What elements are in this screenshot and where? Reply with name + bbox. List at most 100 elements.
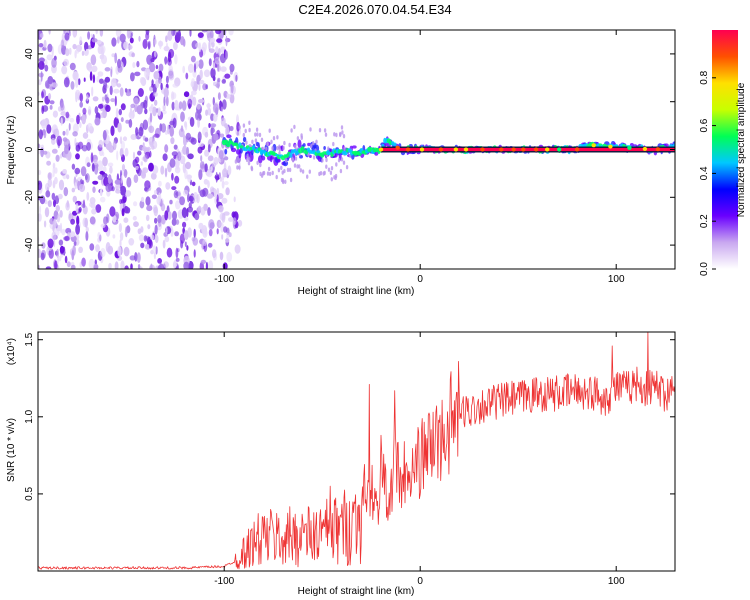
noise-blob (137, 264, 141, 269)
snr-frame (37, 331, 676, 572)
noise-blob (120, 260, 125, 269)
noise-blob (183, 91, 190, 98)
signal-peak-dot (463, 147, 469, 152)
signal-scatter (268, 171, 272, 177)
noise-blob (116, 150, 119, 161)
noise-blob (223, 156, 229, 161)
noise-blob (80, 166, 87, 177)
noise-blob (179, 196, 186, 206)
signal-scatter (289, 177, 293, 183)
noise-blob (56, 248, 59, 258)
noise-blob (198, 169, 203, 181)
noise-blob (219, 251, 224, 261)
signal-core (392, 142, 397, 147)
noise-blob (189, 30, 192, 37)
noise-blob (196, 102, 201, 110)
spectrogram-ticks: -100 0 100 -40 -20 0 20 40 (24, 30, 675, 285)
noise-blob (157, 107, 161, 117)
noise-blob (99, 78, 104, 84)
noise-blob (49, 86, 54, 91)
noise-blob (224, 50, 228, 60)
signal-scatter (301, 169, 305, 174)
noise-blob (116, 83, 122, 88)
noise-blob (218, 150, 224, 160)
noise-blob (88, 67, 93, 73)
noise-blob (123, 169, 128, 178)
signal-scatter (278, 151, 281, 156)
noise-blob (163, 261, 169, 268)
noise-blob (137, 150, 142, 156)
noise-blob (89, 243, 95, 251)
noise-blob (38, 60, 45, 70)
noise-blob (120, 117, 124, 123)
noise-blob (153, 38, 157, 45)
signal-peak-dot (655, 147, 661, 152)
noise-blob (75, 202, 79, 214)
noise-blob (139, 200, 145, 209)
signal-scatter (339, 131, 342, 137)
noise-blob (64, 48, 70, 57)
noise-blob (171, 218, 177, 226)
noise-blob (87, 106, 92, 116)
noise-blob (72, 43, 77, 50)
signal-halo (230, 147, 237, 153)
noise-blob (61, 228, 66, 236)
noise-blob (61, 65, 68, 75)
noise-blob (164, 130, 168, 135)
noise-blob (51, 231, 57, 241)
noise-blob (101, 96, 105, 102)
noise-blob (157, 258, 163, 264)
signal-scatter (293, 124, 296, 130)
noise-blob (109, 85, 113, 96)
noise-blob (123, 246, 130, 257)
noise-blob (104, 67, 111, 72)
noise-blob (181, 100, 187, 111)
signal-scatter (319, 171, 323, 176)
noise-blob (193, 228, 196, 238)
noise-blob (71, 249, 75, 261)
noise-blob (64, 235, 70, 242)
noise-blob (138, 126, 144, 137)
snr-y-scale-label: (x10⁴) (6, 338, 17, 365)
noise-blob (120, 140, 125, 150)
noise-blob (110, 69, 113, 78)
noise-blob (160, 165, 165, 175)
noise-blob (59, 245, 65, 254)
signal-scatter (236, 165, 239, 170)
noise-blob (193, 63, 197, 73)
signal-scatter (275, 174, 278, 180)
noise-blob (154, 99, 158, 106)
noise-blob (64, 144, 69, 155)
colorbar-gradient (712, 30, 738, 269)
noise-blob (158, 63, 164, 72)
noise-blob (221, 234, 224, 240)
noise-blob (199, 189, 206, 198)
signal-scatter (340, 125, 344, 130)
noise-blob (177, 151, 182, 162)
signal-scatter (283, 140, 286, 146)
noise-blob (85, 174, 88, 181)
noise-blob (220, 117, 226, 127)
noise-blob (38, 57, 45, 63)
signal-peak-dot (499, 147, 504, 152)
noise-blob (59, 222, 63, 234)
signal-scatter (296, 164, 299, 169)
signal-scatter (272, 136, 276, 141)
noise-blob (228, 232, 232, 238)
noise-blob (93, 263, 99, 269)
noise-blob (93, 159, 98, 166)
noise-blob (38, 143, 41, 149)
noise-blob (72, 131, 78, 137)
noise-blob (121, 164, 126, 171)
noise-blob (97, 71, 104, 77)
noise-blob (82, 107, 87, 115)
noise-blob (56, 135, 62, 146)
noise-blob (215, 30, 222, 35)
noise-blob (71, 187, 76, 193)
signal-scatter (345, 165, 349, 170)
noise-blob (137, 228, 142, 235)
noise-blob (91, 162, 95, 172)
noise-blob (140, 161, 143, 166)
noise-blob (175, 200, 181, 210)
noise-blob (151, 194, 157, 200)
